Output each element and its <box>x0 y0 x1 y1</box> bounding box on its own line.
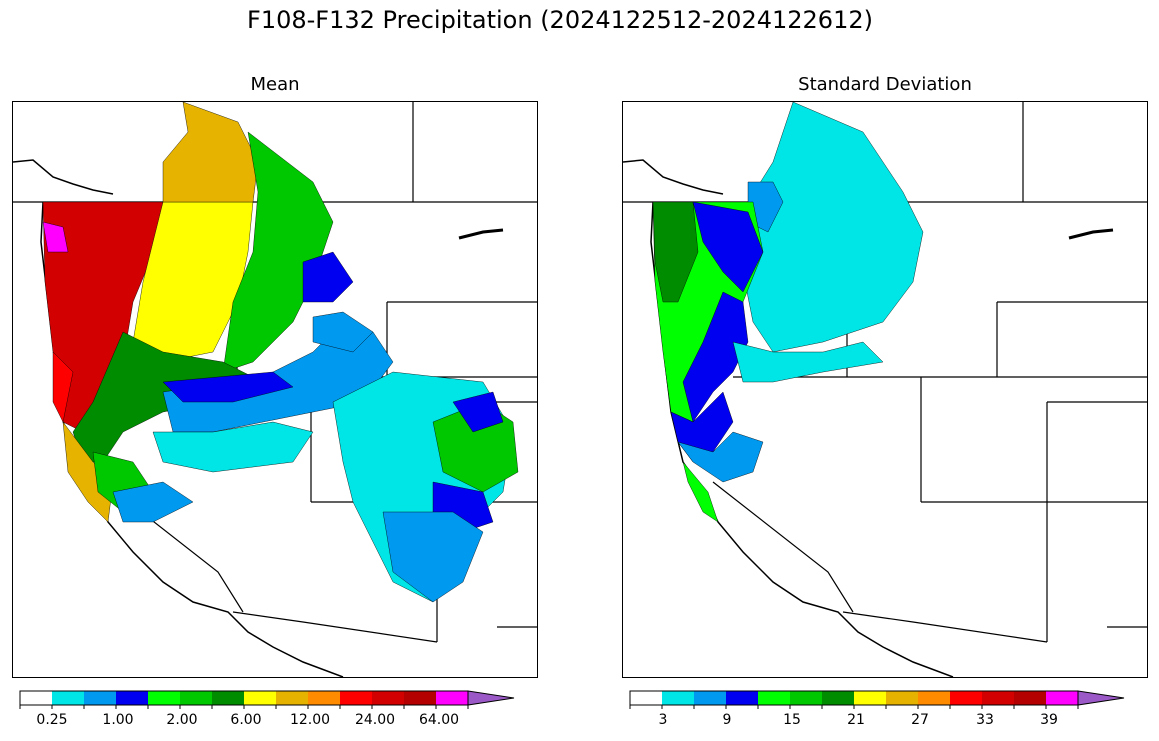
mean-colorbar-segment <box>372 691 404 705</box>
std-colorbar-segment <box>982 691 1014 705</box>
std-colorbar-segment <box>918 691 950 705</box>
mean-tick-label: 12.00 <box>289 712 331 728</box>
mean-colorbar-segment <box>148 691 180 705</box>
mean-tick-label: 2.00 <box>166 712 198 728</box>
std-colorbar-segment <box>726 691 758 705</box>
mean-tick-label: 64.00 <box>418 712 460 728</box>
std-tick-label: 39 <box>1040 712 1058 728</box>
mean-colorbar-segment <box>20 691 52 705</box>
mean-colorbar-segment <box>276 691 308 705</box>
mean-colorbar-segment <box>244 691 276 705</box>
mean-map[interactable] <box>12 101 538 678</box>
mean-colorbar-segment <box>52 691 84 705</box>
std-map[interactable] <box>622 101 1148 678</box>
mean-strait <box>13 159 114 195</box>
std-colorbar <box>629 690 1140 709</box>
std-shading <box>652 102 924 523</box>
mean-shading <box>42 102 519 603</box>
mean-tick-label: 1.00 <box>102 712 134 728</box>
std-map-svg <box>623 102 1147 677</box>
std-tick-label: 15 <box>783 712 801 728</box>
mean-tick-label: 0.25 <box>36 712 68 728</box>
std-colorbar-segment <box>1046 691 1078 705</box>
mean-colorbar-segment <box>308 691 340 705</box>
std-tick-label: 9 <box>722 712 732 728</box>
mean-colorbar-segment <box>436 691 468 705</box>
std-tick-label: 21 <box>847 712 865 728</box>
mean-colorbar-segment <box>212 691 244 705</box>
std-colorbar-svg <box>629 690 1125 709</box>
mean-lake <box>458 228 504 240</box>
mean-colorbar-segment <box>404 691 436 705</box>
std-colorbar-segment <box>950 691 982 705</box>
std-colorbar-segment <box>822 691 854 705</box>
mean-colorbar-extend-arrow <box>467 690 515 706</box>
std-colorbar-segment <box>886 691 918 705</box>
std-colorbar-segment <box>1014 691 1046 705</box>
mean-colorbar <box>19 690 530 709</box>
std-colorbar-segment <box>662 691 694 705</box>
std-strait <box>623 159 724 195</box>
mean-colorbar-segment <box>340 691 372 705</box>
mean-colorbar-segment <box>180 691 212 705</box>
std-panel-title: Standard Deviation <box>798 74 972 95</box>
std-lake <box>1068 228 1114 240</box>
mean-colorbar-svg <box>19 690 515 709</box>
figure-title: F108-F132 Precipitation (2024122512-2024… <box>247 6 873 34</box>
std-colorbar-segment <box>790 691 822 705</box>
mean-colorbar-segment <box>116 691 148 705</box>
std-tick-label: 3 <box>658 712 668 728</box>
std-tick-label: 33 <box>976 712 994 728</box>
mean-map-svg <box>13 102 537 677</box>
std-colorbar-extend-arrow <box>1077 690 1125 706</box>
mean-tick-label: 24.00 <box>354 712 396 728</box>
std-tick-label: 27 <box>911 712 929 728</box>
std-colorbar-segment <box>758 691 790 705</box>
std-colorbar-segment <box>854 691 886 705</box>
std-colorbar-segment <box>630 691 662 705</box>
mean-tick-label: 6.00 <box>230 712 262 728</box>
std-colorbar-segment <box>694 691 726 705</box>
mean-colorbar-segment <box>84 691 116 705</box>
mean-panel-title: Mean <box>250 74 300 95</box>
